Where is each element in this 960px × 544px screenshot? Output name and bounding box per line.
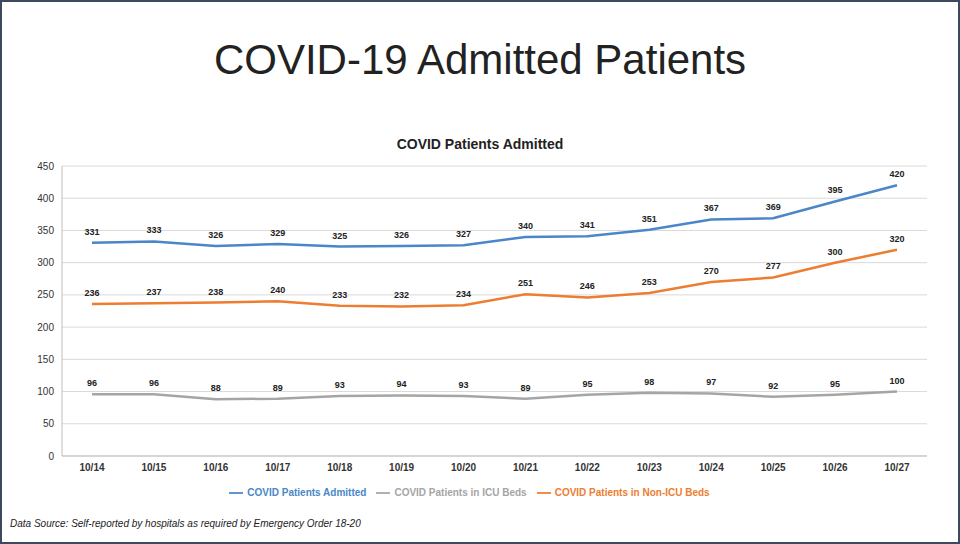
svg-text:369: 369 (766, 202, 781, 212)
svg-text:10/14: 10/14 (79, 462, 104, 473)
svg-text:300: 300 (37, 257, 54, 268)
svg-text:95: 95 (830, 379, 840, 389)
svg-text:326: 326 (208, 230, 223, 240)
svg-text:93: 93 (335, 380, 345, 390)
html-text:Data Source: Self-reported by: Data Source: Self-reported by hospitals … (10, 518, 361, 529)
svg-text:300: 300 (828, 247, 843, 257)
svg-text:150: 150 (37, 354, 54, 365)
svg-text:93: 93 (459, 380, 469, 390)
svg-text:98: 98 (644, 377, 654, 387)
svg-text:327: 327 (456, 229, 471, 239)
svg-text:92: 92 (768, 381, 778, 391)
svg-text:96: 96 (149, 378, 159, 388)
svg-text:236: 236 (84, 288, 99, 298)
svg-text:237: 237 (146, 287, 161, 297)
svg-text:326: 326 (394, 230, 409, 240)
svg-text:10/18: 10/18 (327, 462, 352, 473)
svg-text:450: 450 (37, 161, 54, 172)
svg-text:89: 89 (520, 383, 530, 393)
svg-text:50: 50 (43, 418, 55, 429)
svg-text:233: 233 (332, 290, 347, 300)
svg-text:10/24: 10/24 (699, 462, 724, 473)
svg-text:10/25: 10/25 (761, 462, 786, 473)
svg-text:10/27: 10/27 (884, 462, 909, 473)
svg-text:350: 350 (37, 225, 54, 236)
svg-text:367: 367 (704, 203, 719, 213)
svg-text:238: 238 (208, 287, 223, 297)
svg-text:10/23: 10/23 (637, 462, 662, 473)
svg-text:96: 96 (87, 378, 97, 388)
svg-text:88: 88 (211, 383, 221, 393)
svg-text:94: 94 (397, 379, 407, 389)
svg-text:253: 253 (642, 277, 657, 287)
svg-text:341: 341 (580, 220, 595, 230)
svg-text:395: 395 (828, 185, 843, 195)
svg-text:240: 240 (270, 285, 285, 295)
html-text:COVID Patients Admitted: COVID Patients Admitted (396, 136, 564, 152)
html-text:COVID-19 Admitted Patients: COVID-19 Admitted Patients (213, 36, 747, 83)
svg-text:10/21: 10/21 (513, 462, 538, 473)
svg-text:0: 0 (48, 451, 54, 462)
svg-text:270: 270 (704, 266, 719, 276)
svg-text:251: 251 (518, 278, 533, 288)
svg-text:329: 329 (270, 228, 285, 238)
svg-text:246: 246 (580, 281, 595, 291)
svg-text:277: 277 (766, 261, 781, 271)
svg-text:325: 325 (332, 231, 347, 241)
svg-text:10/15: 10/15 (141, 462, 166, 473)
svg-text:89: 89 (273, 383, 283, 393)
svg-text:10/16: 10/16 (203, 462, 228, 473)
svg-text:100: 100 (37, 386, 54, 397)
svg-text:320: 320 (889, 234, 904, 244)
svg-text:95: 95 (582, 379, 592, 389)
svg-text:400: 400 (37, 193, 54, 204)
svg-text:100: 100 (889, 376, 904, 386)
svg-text:97: 97 (706, 377, 716, 387)
svg-text:10/17: 10/17 (265, 462, 290, 473)
svg-text:10/19: 10/19 (389, 462, 414, 473)
svg-text:250: 250 (37, 289, 54, 300)
svg-text:10/20: 10/20 (451, 462, 476, 473)
svg-text:10/22: 10/22 (575, 462, 600, 473)
svg-text:234: 234 (456, 289, 471, 299)
svg-text:340: 340 (518, 221, 533, 231)
html-text:COVID Patients Admitted: COVID Patients Admitted (247, 486, 367, 498)
html-text:COVID Patients in ICU Beds: COVID Patients in ICU Beds (394, 486, 527, 498)
svg-text:351: 351 (642, 214, 657, 224)
svg-text:333: 333 (146, 225, 161, 235)
svg-text:420: 420 (889, 169, 904, 179)
svg-text:200: 200 (37, 322, 54, 333)
svg-text:232: 232 (394, 290, 409, 300)
html-text:COVID Patients in Non-ICU Beds: COVID Patients in Non-ICU Beds (554, 486, 710, 498)
svg-text:331: 331 (84, 227, 99, 237)
svg-text:10/26: 10/26 (823, 462, 848, 473)
